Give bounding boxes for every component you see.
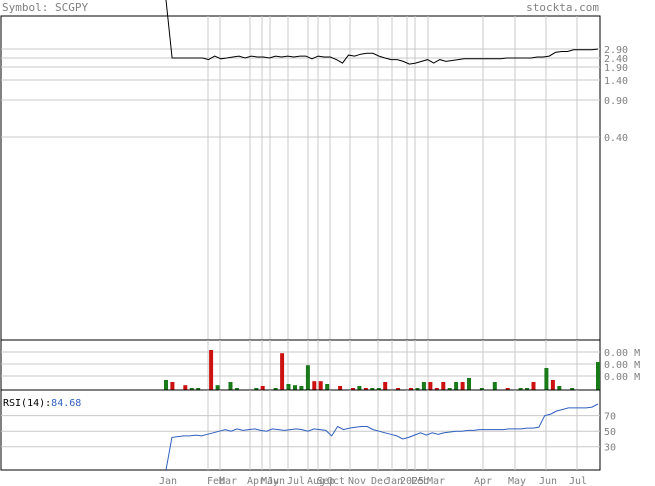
volume-bar — [273, 388, 278, 390]
volume-bar — [396, 388, 401, 390]
rsi-label-text: RSI(14): — [3, 398, 51, 409]
volume-bar — [299, 386, 304, 390]
symbol-label: Symbol: SCGPY — [2, 1, 88, 14]
volume-bar — [338, 386, 343, 390]
volume-bar — [357, 386, 362, 390]
price-y-ticks: 2.902.401.90 1.40 0.90 0.40 — [604, 45, 628, 144]
x-tick-label: Apr — [247, 476, 265, 486]
volume-bar — [170, 382, 175, 390]
volume-bar — [409, 388, 413, 390]
volume-bar — [421, 382, 426, 390]
rsi-y-tick-label: 70 — [604, 412, 616, 423]
x-tick-label: Mar — [427, 476, 445, 486]
volume-bar — [428, 382, 433, 390]
price-panel: 2.902.401.90 1.40 0.90 0.40 — [0, 0, 628, 341]
volume-bar — [492, 382, 497, 390]
volume-bar — [525, 388, 530, 390]
volume-bar — [550, 380, 555, 390]
volume-bar — [557, 386, 562, 390]
x-tick-label: Jan — [159, 476, 177, 486]
volume-bar — [318, 381, 323, 390]
price-y-tick-label: 0.40 — [604, 133, 628, 144]
volume-grid — [1, 340, 600, 390]
x-tick-label: Oct — [327, 476, 345, 486]
volume-bar — [531, 382, 536, 390]
rsi-y-tick-label: 50 — [604, 427, 616, 438]
rsi-y-ticks: 70 50 30 — [604, 412, 616, 454]
price-series-line — [165, 0, 599, 65]
volume-bars — [164, 350, 600, 390]
volume-bar — [325, 384, 330, 390]
x-tick-label: Mar — [219, 476, 237, 486]
volume-bar — [460, 382, 465, 390]
volume-bar — [383, 382, 388, 390]
volume-bar — [479, 388, 484, 390]
site-label: stockta.com — [526, 1, 599, 14]
rsi-grid — [1, 390, 600, 470]
x-tick-label: Jul — [569, 476, 587, 486]
volume-bar — [570, 388, 575, 390]
volume-bar — [363, 388, 368, 390]
volume-bar — [351, 388, 355, 390]
x-tick-label: 2025 — [400, 476, 424, 486]
volume-bar — [454, 382, 459, 390]
x-tick-label: Apr — [474, 476, 492, 486]
volume-bar — [305, 365, 310, 390]
rsi-label: RSI(14):84.68 — [3, 398, 81, 409]
volume-bar — [434, 388, 439, 390]
price-grid — [1, 16, 600, 340]
volume-bar — [215, 385, 220, 390]
price-y-tick-label: 1.40 — [604, 76, 628, 87]
rsi-series-line — [165, 403, 599, 471]
volume-bar — [234, 388, 239, 390]
rsi-value: 84.68 — [51, 398, 81, 409]
x-tick-label: May — [261, 476, 279, 486]
volume-bar — [254, 388, 259, 390]
x-tick-label: Aug — [307, 476, 325, 486]
volume-bar — [376, 388, 381, 390]
volume-bar — [280, 353, 285, 390]
x-tick-label: Sep — [317, 476, 335, 486]
volume-bar — [441, 382, 446, 390]
x-tick-label: Dec — [371, 476, 389, 486]
x-tick-label: May — [508, 476, 526, 486]
volume-y-tick-label: 0.00 M — [604, 348, 640, 359]
volume-bar — [312, 381, 317, 390]
x-tick-label: Jun — [539, 476, 557, 486]
volume-bar — [183, 385, 188, 390]
x-tick-label: Feb — [207, 476, 225, 486]
volume-bar — [164, 380, 168, 390]
x-tick-label: Jul — [287, 476, 305, 486]
x-tick-label: Feb — [411, 476, 429, 486]
volume-bar — [228, 382, 233, 390]
volume-bar — [415, 388, 420, 390]
volume-bar — [544, 368, 549, 390]
volume-bar — [518, 388, 523, 390]
price-y-tick-label: 2.90 — [604, 45, 628, 56]
volume-bar — [596, 362, 600, 390]
price-y-tick-label: 0.90 — [604, 96, 628, 107]
volume-bar — [260, 386, 265, 390]
volume-bar — [467, 378, 471, 390]
x-tick-label: Jun — [267, 476, 285, 486]
volume-y-ticks: 0.00 M0.00 M0.00 M — [604, 348, 640, 383]
volume-bar — [286, 384, 291, 390]
x-tick-label: Jan — [385, 476, 403, 486]
volume-bar — [505, 388, 510, 390]
volume-bar — [189, 388, 194, 390]
volume-bar — [293, 385, 297, 390]
price-y-tick-label: 2.40 — [604, 54, 628, 65]
rsi-panel: 70 50 30 RSI(14):84.68 — [0, 389, 616, 471]
volume-y-tick-label: 0.00 M — [604, 372, 640, 383]
x-tick-label: Nov — [348, 476, 366, 486]
volume-bar — [370, 388, 375, 390]
volume-bar — [196, 388, 201, 390]
rsi-y-tick-label: 30 — [604, 443, 616, 454]
volume-y-tick-label: 0.00 M — [604, 360, 640, 371]
volume-bar — [209, 350, 214, 390]
volume-bar — [447, 388, 452, 390]
price-y-tick-label: 1.90 — [604, 63, 628, 74]
